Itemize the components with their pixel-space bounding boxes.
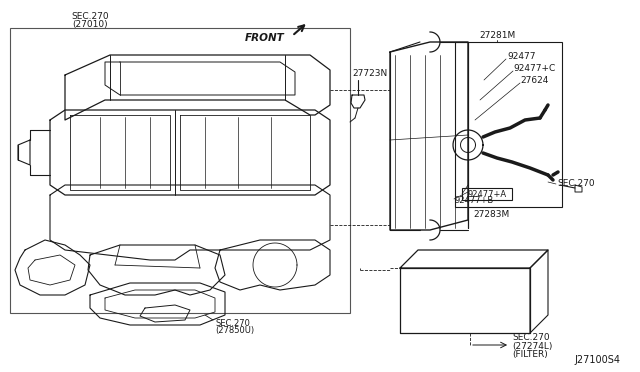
Text: (27010): (27010): [72, 19, 108, 29]
Text: 92477+C: 92477+C: [513, 64, 556, 73]
Text: SEC.270: SEC.270: [557, 179, 595, 187]
Text: FRONT: FRONT: [245, 33, 285, 43]
Text: J27100S4: J27100S4: [574, 355, 620, 365]
Text: (27850U): (27850U): [215, 327, 254, 336]
Bar: [10, 28, 350, 313]
Text: (FILTER): (FILTER): [512, 350, 548, 359]
Bar: [462, 188, 512, 200]
Text: SEC.270: SEC.270: [512, 334, 550, 343]
Text: 92477: 92477: [507, 51, 536, 61]
Text: SEC.270: SEC.270: [71, 12, 109, 20]
Text: 92477+A: 92477+A: [467, 189, 507, 199]
Text: 27723N: 27723N: [352, 68, 387, 77]
Text: 27283M: 27283M: [473, 209, 509, 218]
Text: (27274L): (27274L): [512, 341, 552, 350]
Text: 27624: 27624: [520, 76, 548, 84]
Text: 92477+B: 92477+B: [455, 196, 494, 205]
Text: 27281M: 27281M: [479, 31, 515, 39]
Text: SEC.270: SEC.270: [215, 320, 250, 328]
Bar: [455, 42, 562, 207]
